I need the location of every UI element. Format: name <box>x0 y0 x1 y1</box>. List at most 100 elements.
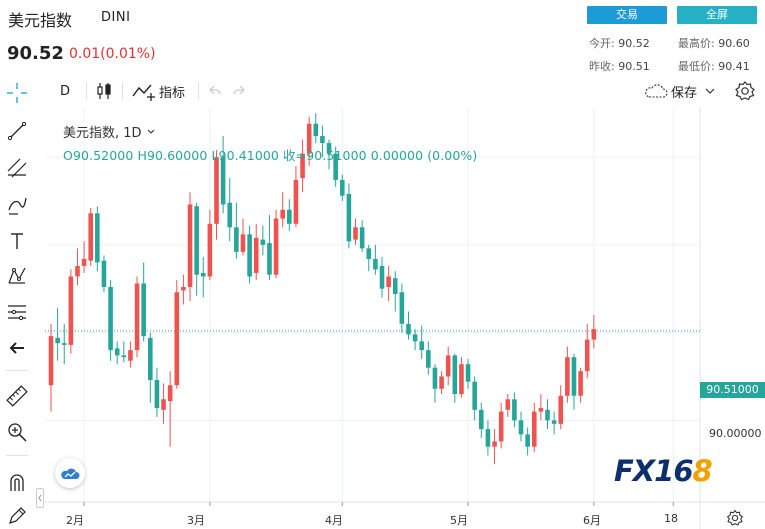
candle-body <box>551 420 557 424</box>
candle-body <box>260 239 266 245</box>
candle-body <box>479 409 484 430</box>
candle <box>545 399 550 430</box>
candle-style-button[interactable] <box>96 80 112 102</box>
candle-body <box>101 260 107 287</box>
candle <box>287 199 292 231</box>
fullscreen-button[interactable]: 全屏 <box>677 6 757 24</box>
pattern-icon <box>8 267 26 284</box>
zoom-tool[interactable] <box>4 419 30 445</box>
lock-draw-tool[interactable] <box>4 503 30 529</box>
candle <box>353 218 358 245</box>
candle <box>492 429 497 465</box>
candle <box>61 323 67 365</box>
candle-body <box>505 399 511 410</box>
x-tick-label: 4月 <box>325 514 343 527</box>
undo-button[interactable] <box>206 80 222 102</box>
ruler-tool[interactable] <box>4 383 30 409</box>
candle <box>346 183 352 249</box>
candle <box>68 269 74 354</box>
tools-divider <box>6 455 28 456</box>
candle <box>578 367 583 403</box>
candle <box>518 411 524 442</box>
fx168-watermark: FX168 <box>614 454 713 488</box>
candle-body <box>128 350 133 361</box>
candle <box>531 402 537 452</box>
candle-body <box>247 234 252 277</box>
measure-tool[interactable] <box>4 299 30 325</box>
magnet-tool[interactable] <box>4 469 30 495</box>
candle <box>121 341 127 363</box>
candle-body <box>339 179 345 196</box>
trade-button[interactable]: 交易 <box>587 6 667 24</box>
candle-body <box>55 337 60 344</box>
indicators-button[interactable]: 指标 <box>131 80 185 102</box>
candle <box>293 165 299 228</box>
candle-body <box>545 409 550 421</box>
candle-body <box>121 355 127 358</box>
brush-tool[interactable] <box>4 192 30 218</box>
candle-body <box>406 323 411 335</box>
candle-body <box>531 411 537 447</box>
candle-body <box>161 399 166 410</box>
candle-body <box>207 223 213 277</box>
candle-body <box>181 286 186 291</box>
candle <box>505 394 511 417</box>
candle-body <box>353 227 358 240</box>
candle-body <box>432 367 438 389</box>
back-tool[interactable] <box>4 335 30 361</box>
interval-select[interactable]: D <box>60 80 70 102</box>
gear-icon <box>726 509 744 526</box>
candles-icon <box>97 83 111 99</box>
candle-body <box>240 234 246 252</box>
trend-line-tool[interactable] <box>4 118 30 144</box>
candle-body <box>287 209 292 224</box>
candle <box>538 394 544 421</box>
settings-button[interactable] <box>734 80 756 102</box>
candle-body <box>141 283 146 337</box>
toolbar-divider <box>86 82 87 100</box>
save-button[interactable]: 保存 <box>643 80 717 102</box>
tradingview-logo-button[interactable] <box>55 458 85 488</box>
candle <box>571 353 577 410</box>
watermark-tail: 8 <box>692 454 713 488</box>
candle <box>95 206 100 272</box>
candle <box>167 371 173 447</box>
pattern-tool[interactable] <box>4 263 30 289</box>
text-tool[interactable] <box>4 228 30 254</box>
candle-body <box>267 243 272 275</box>
collapse-toolbar-handle[interactable] <box>36 488 44 508</box>
chart-area[interactable] <box>45 108 765 529</box>
zoom-in-icon <box>8 423 27 442</box>
candle <box>134 276 140 358</box>
tools-divider <box>6 370 28 371</box>
candle-body <box>558 395 564 424</box>
chevron-down-icon <box>705 88 715 94</box>
candle <box>465 358 471 389</box>
candle-body <box>373 258 378 270</box>
candle <box>161 383 166 424</box>
candle <box>439 371 444 395</box>
high-quote: 最高价: 90.60 <box>678 35 750 51</box>
candle <box>313 113 319 144</box>
candle-body <box>306 123 312 154</box>
crosshair-tool[interactable] <box>4 80 30 106</box>
candle-body <box>399 292 405 324</box>
legend-title[interactable]: 美元指数, 1D <box>63 122 156 141</box>
candle-body <box>293 179 299 224</box>
chevron-left-icon <box>38 494 42 502</box>
y-tick-label: 90.00000 <box>709 427 762 440</box>
candle <box>565 346 570 403</box>
candle-body <box>167 385 173 402</box>
candle-body <box>392 278 398 294</box>
crosshair-icon <box>7 83 27 103</box>
candle <box>399 283 405 333</box>
pencil-lock-icon <box>9 507 26 524</box>
candle <box>386 265 391 302</box>
candle-body <box>326 143 332 154</box>
candle <box>260 225 266 256</box>
redo-icon <box>233 85 245 95</box>
redo-button[interactable] <box>232 80 248 102</box>
time-axis-settings[interactable] <box>726 509 744 529</box>
open-value: 90.52 <box>618 37 650 50</box>
fib-tool[interactable] <box>4 155 30 181</box>
